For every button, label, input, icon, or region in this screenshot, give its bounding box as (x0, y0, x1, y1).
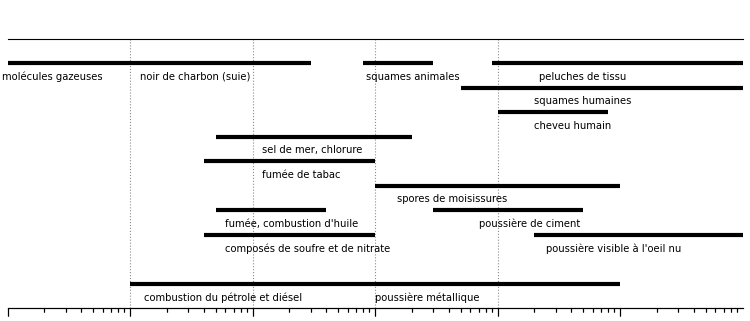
Text: poussière métallique: poussière métallique (375, 292, 479, 303)
Text: peluches de tissu: peluches de tissu (539, 72, 627, 82)
Text: squames humaines: squames humaines (535, 96, 632, 106)
Text: poussière visible à l'oeil nu: poussière visible à l'oeil nu (546, 243, 682, 254)
Text: poussière de ciment: poussière de ciment (478, 219, 580, 229)
Text: molécules gazeuses: molécules gazeuses (2, 72, 103, 82)
Text: spores de moisissures: spores de moisissures (397, 194, 507, 204)
Text: noir de charbon (suie): noir de charbon (suie) (140, 72, 250, 82)
Text: fumée, combustion d'huile: fumée, combustion d'huile (225, 219, 358, 229)
Text: composés de soufre et de nitrate: composés de soufre et de nitrate (225, 243, 391, 254)
Text: sel de mer, chlorure: sel de mer, chlorure (262, 145, 362, 155)
Text: fumée de tabac: fumée de tabac (262, 170, 340, 180)
Text: combustion du pétrole et diésel: combustion du pétrole et diésel (144, 292, 302, 303)
Text: cheveu humain: cheveu humain (535, 121, 612, 131)
Text: squames animales: squames animales (366, 72, 460, 82)
